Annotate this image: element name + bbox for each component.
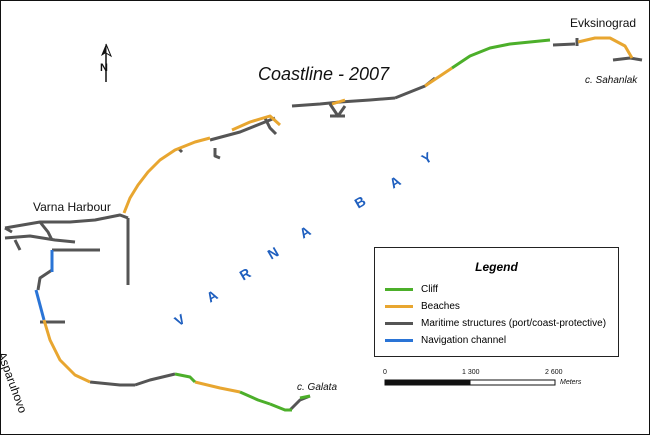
- legend-label: Navigation channel: [421, 334, 507, 346]
- legend-item-structures: Maritime structures (port/coast-protecti…: [385, 316, 606, 330]
- legend-item-beaches: Beaches: [385, 299, 460, 313]
- cape-galata: c. Galata: [297, 382, 338, 393]
- scale-tick-0: 0: [383, 369, 387, 376]
- scale-bar: [384, 379, 556, 386]
- north-arrow-icon: [101, 43, 113, 82]
- scale-tick-1300: 1 300: [462, 369, 480, 376]
- legend-title: Legend: [475, 260, 518, 274]
- legend-box: Legend Cliff Beaches Maritime structures…: [374, 247, 619, 357]
- cliffs: [174, 38, 551, 412]
- navigation-channel: [34, 250, 54, 321]
- legend-item-channel: Navigation channel: [385, 333, 506, 347]
- legend-item-cliff: Cliff: [385, 282, 438, 296]
- beaches: [42, 36, 634, 394]
- legend-swatch: [385, 338, 413, 342]
- north-label: N: [100, 62, 108, 74]
- place-evksinograd: Evksinograd: [570, 16, 637, 30]
- scale-tick-2600: 2 600: [545, 369, 563, 376]
- legend-swatch: [385, 287, 413, 291]
- map-title: Coastline - 2007: [258, 64, 390, 84]
- scale-unit: Meters: [560, 379, 582, 386]
- cape-sahanlak: c. Sahanlak: [585, 75, 638, 86]
- place-varna-harbour: Varna Harbour: [33, 200, 111, 214]
- legend-label: Cliff: [421, 283, 439, 295]
- legend-swatch: [385, 321, 413, 325]
- maritime-structures: [4, 38, 643, 412]
- legend-swatch: [385, 304, 413, 308]
- legend-label: Beaches: [421, 300, 460, 312]
- legend-label: Maritime structures (port/coast-protecti…: [421, 317, 607, 329]
